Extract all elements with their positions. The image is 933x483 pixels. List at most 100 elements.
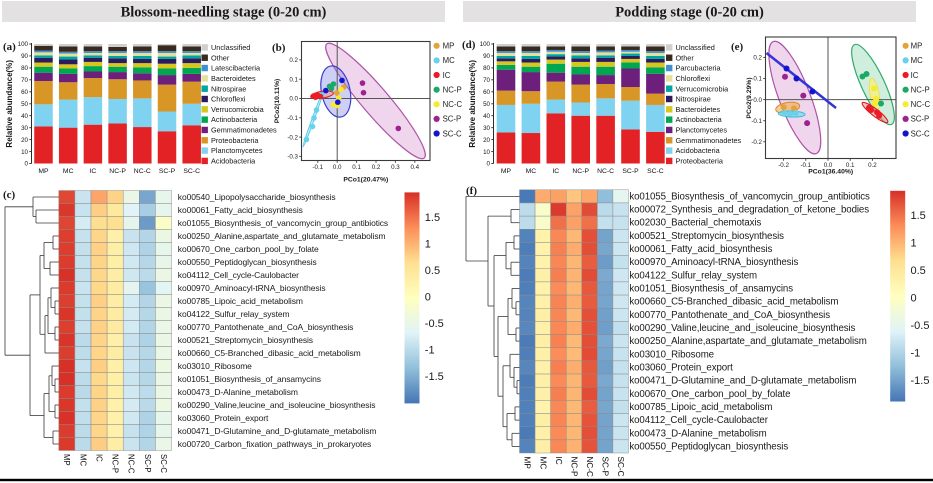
svg-text:SC-P: SC-P [622, 168, 639, 175]
svg-text:0.1: 0.1 [753, 76, 762, 83]
svg-text:ko00550_Peptidoglycan_biosynth: ko00550_Peptidoglycan_biosynthesis [178, 257, 317, 267]
svg-text:ko00660_C5-Branched_dibasic_ac: ko00660_C5-Branched_dibasic_acid_metabol… [178, 348, 361, 358]
svg-text:Unclassified: Unclassified [211, 43, 250, 52]
svg-text:NC-C: NC-C [127, 454, 136, 474]
svg-text:ko03010_Ribosome: ko03010_Ribosome [629, 349, 714, 360]
svg-text:Other: Other [211, 53, 230, 62]
svg-text:ko00785_Lipoic_acid_metabolism: ko00785_Lipoic_acid_metabolism [178, 296, 303, 306]
svg-text:NC-C: NC-C [585, 457, 594, 478]
svg-text:ko00290_Valine,leucine_and_iso: ko00290_Valine,leucine_and_isoleucine_bi… [178, 400, 376, 410]
svg-text:PCo2(10.11%): PCo2(10.11%) [274, 79, 281, 124]
svg-text:0: 0 [911, 293, 917, 305]
svg-text:Latescibacteria: Latescibacteria [211, 64, 261, 73]
svg-text:ko00473_D-Alanine_metabolism: ko00473_D-Alanine_metabolism [629, 428, 766, 439]
svg-text:0.2: 0.2 [753, 55, 762, 62]
svg-text:ko00250_Alanine,aspartate_and_: ko00250_Alanine,aspartate_and_glutamate_… [178, 231, 386, 241]
svg-text:Podding stage (0-20 cm): Podding stage (0-20 cm) [615, 5, 764, 21]
svg-text:Gemmatimonadetes: Gemmatimonadetes [211, 126, 277, 135]
svg-text:Parcubacteria: Parcubacteria [676, 64, 722, 73]
svg-text:50: 50 [483, 101, 490, 108]
svg-text:NC-P: NC-P [109, 168, 126, 175]
svg-text:IC: IC [554, 457, 563, 465]
svg-text:ko01055_Biosynthesis_of_vancom: ko01055_Biosynthesis_of_vancomycin_group… [178, 218, 388, 228]
svg-text:-0.2: -0.2 [751, 139, 762, 146]
svg-text:Actinobacteria: Actinobacteria [211, 115, 258, 124]
svg-text:Planctomycetes: Planctomycetes [676, 126, 728, 135]
svg-text:Verrucomicrobia: Verrucomicrobia [676, 84, 730, 93]
svg-text:ko00970_Aminoacyl-tRNA_biosynt: ko00970_Aminoacyl-tRNA_biosynthesis [629, 257, 798, 268]
svg-text:1: 1 [911, 238, 917, 250]
svg-text:ko00250_Alanine,aspartate_and_: ko00250_Alanine,aspartate_and_glutamate_… [629, 336, 866, 347]
svg-text:100: 100 [18, 41, 29, 48]
svg-text:IC: IC [552, 168, 559, 175]
svg-text:0.0: 0.0 [753, 97, 762, 104]
svg-text:Relative abundance(%): Relative abundance(%) [5, 60, 14, 148]
svg-text:30: 30 [21, 125, 28, 132]
svg-text:SC-C: SC-C [911, 129, 930, 138]
svg-text:0.0: 0.0 [333, 164, 342, 171]
svg-text:Blossom-needling stage (0-20 c: Blossom-needling stage (0-20 cm) [121, 5, 327, 21]
svg-text:SC-P: SC-P [159, 168, 176, 175]
svg-text:MP: MP [523, 457, 532, 470]
svg-text:ko03010_Ribosome: ko03010_Ribosome [178, 361, 252, 371]
svg-text:-0.1: -0.1 [800, 162, 811, 169]
svg-text:0.3: 0.3 [391, 164, 400, 171]
svg-text:0.0: 0.0 [824, 162, 833, 169]
svg-text:MC: MC [911, 56, 923, 65]
svg-text:0.5: 0.5 [911, 265, 926, 277]
svg-text:MC: MC [78, 454, 87, 466]
svg-text:NC-P: NC-P [111, 454, 120, 473]
svg-text:90: 90 [21, 53, 28, 60]
svg-text:IC: IC [443, 71, 451, 80]
svg-text:80: 80 [21, 65, 28, 72]
svg-text:60: 60 [483, 89, 490, 96]
svg-text:ko00670_One_carbon_pool_by_fol: ko00670_One_carbon_pool_by_folate [629, 389, 790, 400]
svg-text:MC: MC [526, 168, 537, 175]
svg-text:Gemmatimonadetes: Gemmatimonadetes [676, 136, 742, 145]
svg-text:ko00770_Pantothenate_and_CoA_b: ko00770_Pantothenate_and_CoA_biosynthesi… [178, 322, 353, 332]
svg-text:SC-C: SC-C [443, 129, 462, 138]
svg-text:ko03060_Protein_export: ko03060_Protein_export [178, 413, 269, 423]
svg-text:40: 40 [483, 113, 490, 120]
svg-text:1.5: 1.5 [911, 210, 926, 222]
svg-text:(b): (b) [272, 42, 286, 54]
svg-text:PCo1(20.47%): PCo1(20.47%) [343, 177, 388, 184]
svg-text:-0.1: -0.1 [751, 118, 762, 125]
svg-text:ko00970_Aminoacyl-tRNA_biosynt: ko00970_Aminoacyl-tRNA_biosynthesis [178, 283, 326, 293]
svg-text:SC-P: SC-P [143, 454, 152, 473]
svg-text:ko01055_Biosynthesis_of_vancom: ko01055_Biosynthesis_of_vancomycin_group… [629, 191, 870, 202]
svg-text:NC-C: NC-C [911, 100, 931, 109]
svg-text:Bacteroidetes: Bacteroidetes [211, 74, 256, 83]
svg-text:-1: -1 [911, 348, 921, 360]
svg-text:-0.5: -0.5 [911, 320, 930, 332]
svg-text:MC: MC [63, 168, 74, 175]
svg-text:1: 1 [425, 239, 431, 251]
svg-text:ko00471_D-Glutamine_and_D-glut: ko00471_D-Glutamine_and_D-glutamate_meta… [629, 376, 856, 387]
svg-text:ko00290_Valine,leucine_and_iso: ko00290_Valine,leucine_and_isoleucine_bi… [629, 323, 855, 334]
svg-text:-0.1: -0.1 [312, 164, 323, 171]
svg-text:ko00770_Pantothenate_and_CoA_b: ko00770_Pantothenate_and_CoA_biosynthesi… [629, 310, 830, 321]
svg-text:0.5: 0.5 [425, 265, 440, 277]
svg-text:SC-C: SC-C [183, 168, 200, 175]
svg-text:NC-C: NC-C [597, 168, 614, 175]
svg-text:NC-C: NC-C [443, 100, 463, 109]
svg-text:Nitrospirae: Nitrospirae [211, 84, 246, 93]
svg-text:-0.3: -0.3 [287, 154, 298, 161]
svg-text:Unclassified: Unclassified [676, 43, 715, 52]
svg-text:MC: MC [443, 56, 455, 65]
svg-text:NC-P: NC-P [443, 86, 462, 95]
svg-text:ko04122_Sulfur_relay_system: ko04122_Sulfur_relay_system [629, 270, 757, 281]
svg-text:MP: MP [38, 168, 49, 175]
svg-text:IC: IC [911, 71, 919, 80]
svg-text:10: 10 [483, 149, 490, 156]
svg-text:Planctomycetes: Planctomycetes [211, 146, 263, 155]
svg-text:-0.1: -0.1 [287, 115, 298, 122]
svg-text:0.0: 0.0 [289, 96, 298, 103]
svg-text:SC-P: SC-P [911, 115, 930, 124]
svg-text:60: 60 [21, 89, 28, 96]
svg-text:SC-C: SC-C [616, 457, 625, 477]
svg-text:Proteobacteria: Proteobacteria [211, 136, 259, 145]
svg-text:Verrucomicrobia: Verrucomicrobia [211, 105, 265, 114]
svg-text:0.2: 0.2 [868, 162, 877, 169]
svg-text:ko02030_Bacterial_chemotaxis: ko02030_Bacterial_chemotaxis [629, 218, 761, 229]
